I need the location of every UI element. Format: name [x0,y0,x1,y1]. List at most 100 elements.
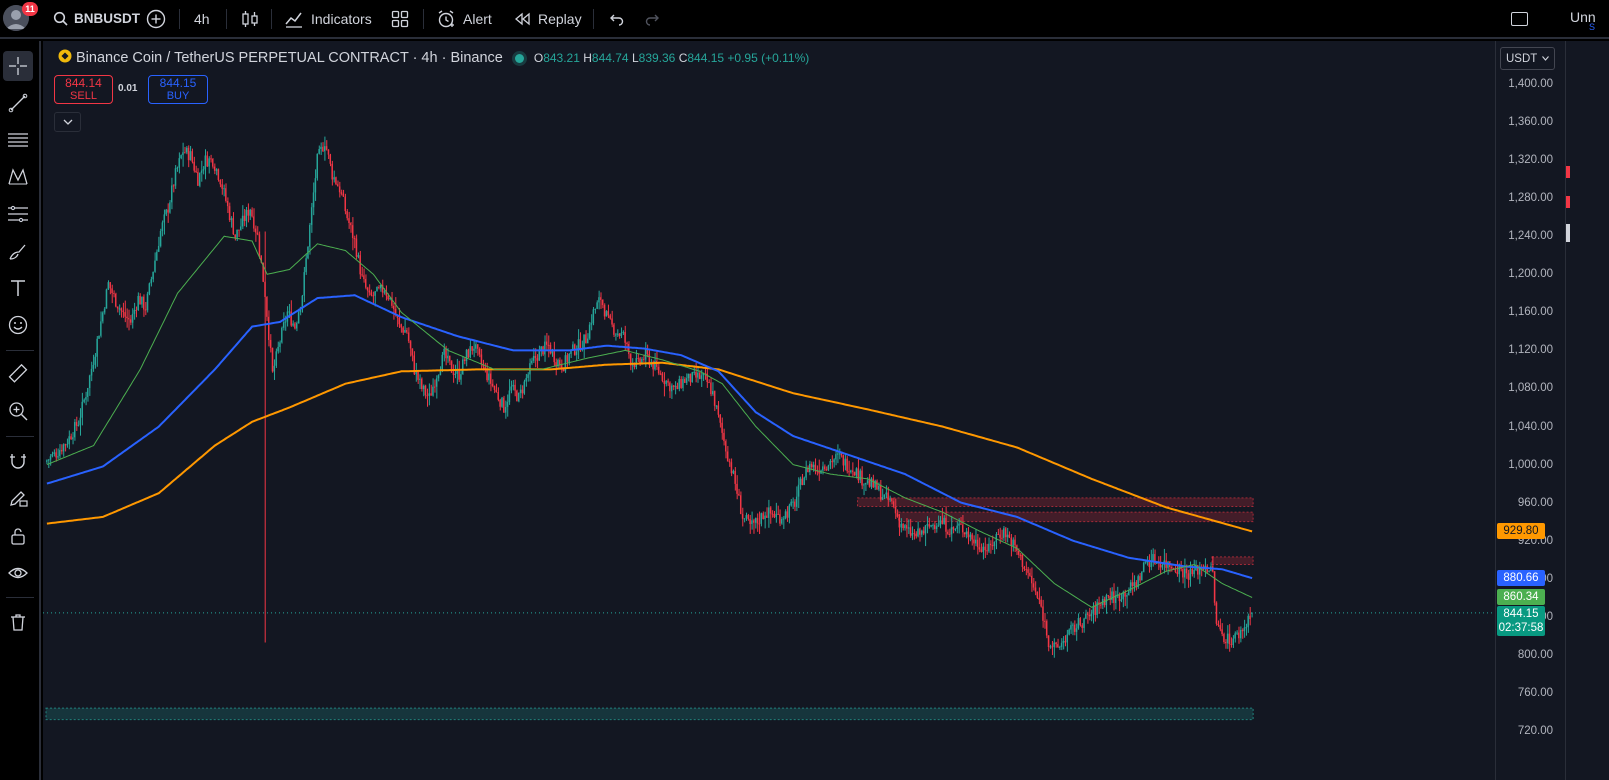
candle-body [876,480,878,490]
last-price-tag: 844.15 02:37:58 [1497,605,1545,636]
candle-body [154,260,156,272]
fib-tool[interactable] [3,199,33,229]
candle-body [288,311,290,313]
order-quantity[interactable]: 0.01 [118,83,138,94]
horizontal-lines-tool[interactable] [3,125,33,155]
candle-body [53,452,55,454]
interval-button[interactable]: 4h [194,0,210,37]
alert-button[interactable]: Alert [436,0,492,37]
candle-body [758,523,761,525]
sell-button[interactable]: 844.14 SELL [54,75,113,104]
compare-button[interactable] [146,0,166,37]
candle-body [182,152,184,156]
candle-body [1006,534,1009,538]
candle-body [745,515,748,519]
candle-body [499,399,501,407]
candle-body [829,460,831,466]
candle-body [447,355,449,359]
candle-body [1182,569,1184,578]
candle-body [1094,606,1096,615]
low-key: L [631,51,639,65]
crosshair-tool[interactable] [3,51,33,81]
candle-body [73,422,76,438]
candle-body [1001,537,1003,539]
close-key: C [678,51,688,65]
undo-button[interactable] [607,0,625,37]
candle-body [814,464,817,471]
candle-body [734,470,736,484]
redo-button[interactable] [644,0,662,37]
candle-body [94,356,96,365]
chart-pane[interactable] [43,41,1495,780]
candle-body [413,355,415,375]
candle-body [532,355,535,361]
candle-body [167,209,169,213]
zoom-tool[interactable] [3,396,33,426]
candle-body [1070,625,1072,630]
emoji-tool[interactable] [3,310,33,340]
stay-in-drawing-tool[interactable] [3,483,33,513]
chart-type-button[interactable] [240,0,260,37]
candle-body [484,366,486,369]
candle-body [607,311,609,316]
candle-body [1137,576,1139,588]
candle-body [1129,582,1132,592]
candle-body [1251,612,1253,614]
crosshair-icon [9,57,27,75]
candle-body [1176,571,1178,575]
candle-body [721,422,723,433]
candle-body [1049,646,1052,648]
buy-button[interactable]: 844.15 BUY [148,75,208,104]
candle-body [234,234,236,238]
candles-icon [240,9,260,29]
candle-body [172,185,175,187]
candle-body [588,324,591,339]
measure-tool[interactable] [3,359,33,389]
candle-body [1154,554,1156,564]
candle-body [864,483,867,485]
candle-body [695,371,697,378]
legend-collapse-button[interactable] [54,112,81,132]
close-value: 844.15 [687,51,725,65]
layout-name[interactable]: Unn [1570,9,1596,25]
candle-body [986,550,988,552]
search-icon [53,11,69,27]
replay-button[interactable]: Replay [514,0,582,37]
pattern-tool[interactable] [3,162,33,192]
brush-tool[interactable] [3,236,33,266]
candle-body [213,166,216,171]
hide-drawings-tool[interactable] [3,558,33,588]
indicators-button[interactable]: Indicators [284,0,372,37]
candle-body [1221,629,1223,635]
candle-body [256,232,259,235]
candle-body [797,484,800,497]
price-chart[interactable] [43,41,1495,780]
candle-body [993,541,996,547]
candle-body [801,478,804,486]
candle-body [340,192,343,194]
candle-body [85,397,87,400]
candle-body [404,330,406,333]
candle-body [512,384,514,387]
trend-line-tool[interactable] [3,88,33,118]
candle-body [57,456,59,458]
magnet-icon [10,454,26,469]
text-tool[interactable] [3,273,33,303]
candle-body [475,344,477,349]
magnet-tool[interactable] [3,446,33,476]
currency-selector[interactable]: USDT [1500,47,1555,70]
open-key: O [533,51,544,65]
candle-body [988,543,990,552]
symbol-label: BNBUSDT [74,11,140,26]
price-axis[interactable]: 1,400.00 1,360.00 1,320.00 1,280.00 1,240.00… [1495,41,1565,780]
candle-body [294,323,296,329]
templates-button[interactable] [391,0,409,37]
candle-body [689,373,692,383]
candle-body [365,279,367,288]
remove-drawings-tool[interactable] [3,607,33,637]
candle-body [163,214,165,223]
ohlc-values: O843.21 H844.74 L839.36 C844.15 +0.95 (+… [534,51,809,65]
fullscreen-icon[interactable] [1511,12,1528,26]
symbol-search[interactable]: BNBUSDT [53,0,140,37]
lock-drawings-tool[interactable] [3,521,33,551]
